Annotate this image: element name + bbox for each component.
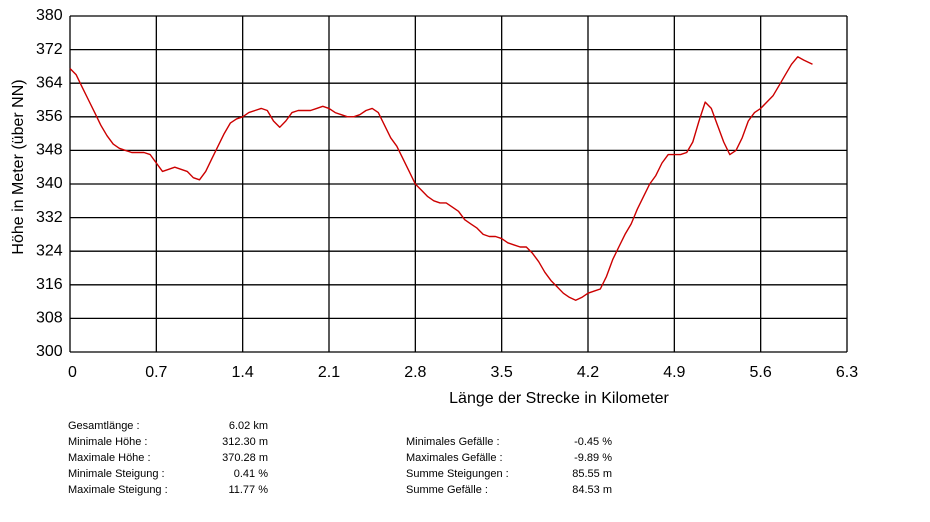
stat-label: Gesamtlänge : <box>68 420 140 432</box>
chart-grid <box>69 15 848 353</box>
y-tick-label: 364 <box>36 74 63 91</box>
stat-label: Minimale Höhe : <box>68 436 148 448</box>
x-tick-label: 3.5 <box>491 364 513 381</box>
y-tick-label: 316 <box>36 276 63 293</box>
stat-label: Maximale Höhe : <box>68 452 151 464</box>
y-tick-label: 324 <box>36 242 63 259</box>
stat-value: 312.30 m <box>222 436 268 448</box>
stat-label: Summe Gefälle : <box>406 484 488 496</box>
stat-row: Maximale Steigung : 11.77 % <box>68 482 268 498</box>
stat-row: Minimale Steigung : 0.41 % <box>68 466 268 482</box>
elevation-series <box>69 56 813 301</box>
x-tick-label: 0.7 <box>145 364 167 381</box>
y-tick-label: 332 <box>36 209 63 226</box>
statistics-left: Gesamtlänge : 6.02 km Minimale Höhe : 312.3… <box>68 418 268 498</box>
stat-value: 0.41 % <box>233 468 268 480</box>
stat-label: Minimales Gefälle : <box>406 436 500 448</box>
statistics-right: Minimales Gefälle : -0.45 % Maximales Gefä… <box>406 434 612 498</box>
stat-value: 85.55 m <box>572 468 612 480</box>
y-tick-label: 300 <box>36 343 63 360</box>
y-tick-label: 356 <box>36 108 63 125</box>
stat-value: -0.45 % <box>574 436 612 448</box>
y-tick-label: 372 <box>36 41 63 58</box>
y-tick-label: 308 <box>36 310 63 327</box>
x-tick-label: 1.4 <box>232 364 254 381</box>
stat-value: -9.89 % <box>574 452 612 464</box>
stat-row: Maximale Höhe : 370.28 m <box>68 450 268 466</box>
y-tick-label: 340 <box>36 175 63 192</box>
stat-row: Minimales Gefälle : -0.45 % <box>406 434 612 450</box>
elevation-chart: 380 372 364 356 348 340 332 324 316 308 300 0 0.7 1.… <box>10 7 858 407</box>
stat-value: 6.02 km <box>228 420 268 432</box>
y-tick-labels: 380 372 364 356 348 340 332 324 316 308 300 <box>36 7 63 360</box>
stat-value: 11.77 % <box>228 484 268 496</box>
x-tick-label: 4.9 <box>663 364 685 381</box>
stat-label: Maximales Gefälle : <box>406 452 503 464</box>
stat-row: Summe Steigungen : 85.55 m <box>406 466 612 482</box>
stat-row: Summe Gefälle : 84.53 m <box>406 482 612 498</box>
x-tick-label: 0 <box>68 364 77 381</box>
elevation-line <box>69 56 813 301</box>
stat-row: Minimale Höhe : 312.30 m <box>68 434 268 450</box>
x-tick-label: 4.2 <box>577 364 599 381</box>
x-tick-label: 5.6 <box>750 364 772 381</box>
x-tick-label: 2.8 <box>404 364 426 381</box>
y-tick-label: 380 <box>36 7 63 24</box>
stat-label: Minimale Steigung : <box>68 468 165 480</box>
stat-label: Summe Steigungen : <box>406 468 509 480</box>
stat-value: 84.53 m <box>572 484 612 496</box>
x-tick-label: 2.1 <box>318 364 340 381</box>
stat-value: 370.28 m <box>222 452 268 464</box>
stat-row: Maximales Gefälle : -9.89 % <box>406 450 612 466</box>
stat-label: Maximale Steigung : <box>68 484 168 496</box>
x-tick-label: 6.3 <box>836 364 858 381</box>
x-axis-label: Länge der Strecke in Kilometer <box>449 390 669 407</box>
stat-row: Gesamtlänge : 6.02 km <box>68 418 268 434</box>
y-axis-label: Höhe in Meter (über NN) <box>10 79 27 254</box>
y-tick-label: 348 <box>36 142 63 159</box>
x-tick-labels: 0 0.7 1.4 2.1 2.8 3.5 4.2 4.9 5.6 6.3 <box>68 364 858 381</box>
